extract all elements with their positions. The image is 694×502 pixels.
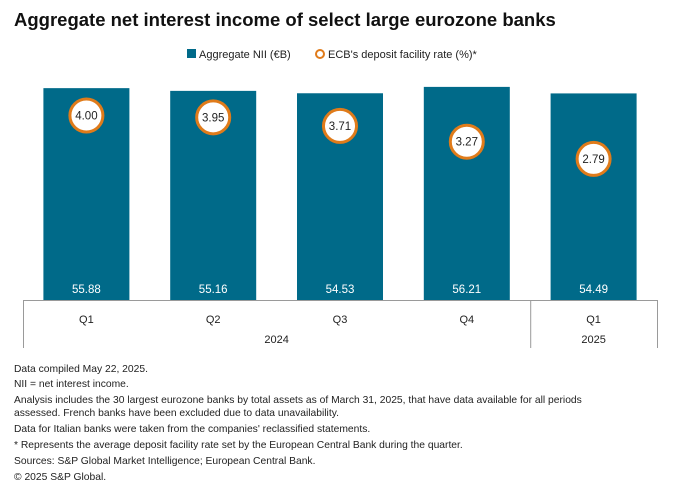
rate-value-label: 3.95 [202, 112, 224, 124]
note-copyright: © 2025 S&P Global. [14, 472, 107, 483]
rate-marker [575, 140, 612, 177]
bar-nii [423, 86, 510, 301]
bar-value-label: 56.21 [452, 284, 481, 296]
rate-value-label: 3.27 [456, 137, 478, 149]
rate-marker [448, 123, 485, 160]
legend-label-rate: ECB's deposit facility rate (%)* [328, 49, 478, 61]
legend-swatch-nii [187, 49, 196, 58]
chart-area: Aggregate NII (€B) ECB's deposit facility… [23, 49, 658, 348]
x-tick-label: Q1 [79, 314, 94, 326]
note-italian-banks: Data for Italian banks were taken from t… [14, 424, 371, 435]
chart-title: Aggregate net interest income of select … [14, 9, 556, 30]
note-sources: Sources: S&P Global Market Intelligence;… [14, 456, 316, 467]
x-tick-label: Q1 [586, 314, 601, 326]
bar-value-label: 55.88 [72, 284, 101, 296]
x-tick-label: Q3 [333, 314, 348, 326]
rate-value-label: 4.00 [75, 111, 97, 123]
x-tick-label: Q2 [206, 314, 221, 326]
note-compiled: Data compiled May 22, 2025. [14, 364, 148, 375]
x-year-label: 2025 [581, 334, 605, 346]
rate-marker [68, 97, 105, 134]
rate-value-label: 2.79 [582, 154, 604, 166]
note-analysis-line1: Analysis includes the 30 largest eurozon… [14, 395, 582, 406]
legend-label-nii: Aggregate NII (€B) [199, 49, 291, 61]
rate-value-label: 3.71 [329, 121, 351, 133]
bar-value-label: 54.53 [326, 284, 355, 296]
bar-value-label: 54.49 [579, 284, 608, 296]
note-analysis-line2: assessed. French banks have been exclude… [14, 408, 339, 419]
x-year-label: 2024 [264, 334, 288, 346]
note-nii-definition: NII = net interest income. [14, 379, 129, 390]
legend-marker-rate [315, 49, 325, 59]
bar-value-label: 55.16 [199, 284, 228, 296]
note-asterisk: * Represents the average deposit facilit… [14, 440, 463, 451]
bar-nii [550, 93, 637, 300]
rate-marker [322, 107, 358, 144]
x-tick-label: Q4 [459, 314, 474, 326]
rate-marker [195, 99, 232, 136]
